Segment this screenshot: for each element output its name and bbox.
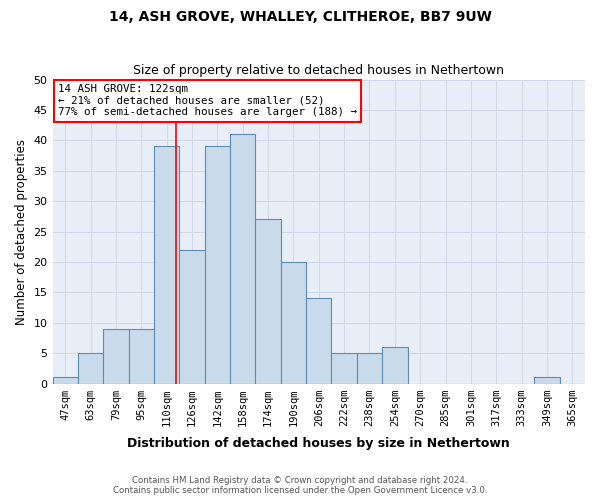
Bar — [179, 250, 205, 384]
Bar — [256, 220, 281, 384]
Bar — [103, 329, 128, 384]
Bar — [357, 353, 382, 384]
Bar — [205, 146, 230, 384]
Text: Contains HM Land Registry data © Crown copyright and database right 2024.
Contai: Contains HM Land Registry data © Crown c… — [113, 476, 487, 495]
X-axis label: Distribution of detached houses by size in Nethertown: Distribution of detached houses by size … — [127, 437, 510, 450]
Bar — [154, 146, 179, 384]
Bar — [128, 329, 154, 384]
Text: 14 ASH GROVE: 122sqm
← 21% of detached houses are smaller (52)
77% of semi-detac: 14 ASH GROVE: 122sqm ← 21% of detached h… — [58, 84, 357, 117]
Bar — [331, 353, 357, 384]
Bar — [230, 134, 256, 384]
Bar — [306, 298, 331, 384]
Bar — [281, 262, 306, 384]
Y-axis label: Number of detached properties: Number of detached properties — [15, 138, 28, 324]
Bar — [534, 378, 560, 384]
Title: Size of property relative to detached houses in Nethertown: Size of property relative to detached ho… — [133, 64, 504, 77]
Bar — [382, 347, 407, 384]
Bar — [78, 353, 103, 384]
Text: 14, ASH GROVE, WHALLEY, CLITHEROE, BB7 9UW: 14, ASH GROVE, WHALLEY, CLITHEROE, BB7 9… — [109, 10, 491, 24]
Bar — [53, 378, 78, 384]
